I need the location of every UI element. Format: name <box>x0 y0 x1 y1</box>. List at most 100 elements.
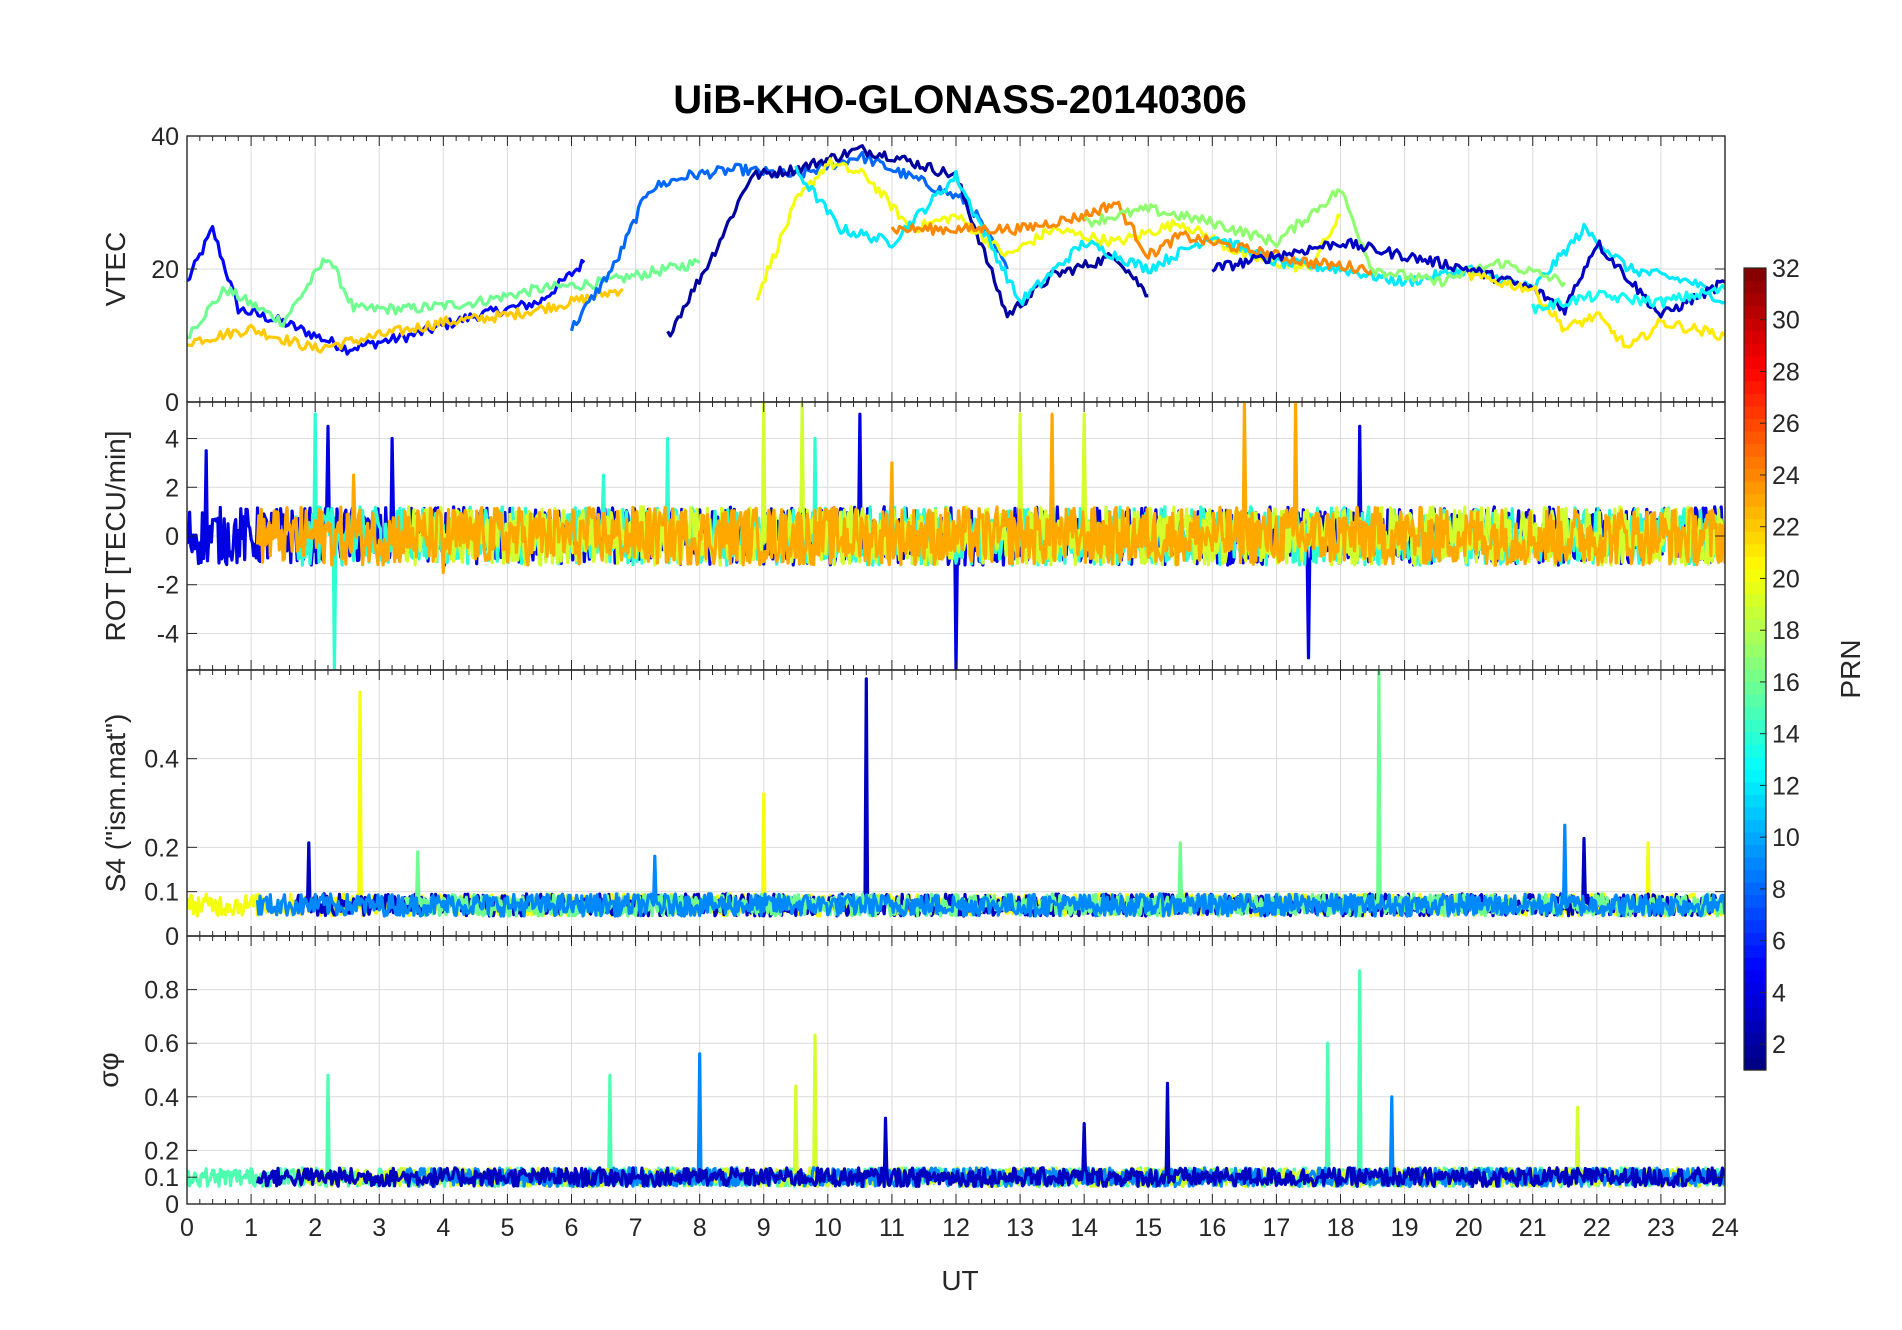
y-tick-label: 0.6 <box>144 1030 179 1058</box>
colorbar-segment <box>1744 694 1766 708</box>
series-prn-13 <box>1531 283 1725 315</box>
x-tick-label: 18 <box>1327 1214 1355 1242</box>
colorbar-tick-label: 4 <box>1772 979 1786 1007</box>
x-tick-label: 10 <box>814 1214 842 1242</box>
colorbar-segment <box>1744 455 1766 470</box>
colorbar-tick-label: 24 <box>1772 462 1800 490</box>
series-group <box>187 969 1725 1189</box>
colorbar-segment <box>1744 568 1766 582</box>
colorbar-tick-label: 10 <box>1772 824 1800 852</box>
series-prn-22 <box>187 287 624 354</box>
colorbar-segment <box>1744 418 1766 432</box>
colorbar-segment <box>1744 355 1766 369</box>
colorbar-segment <box>1744 844 1766 858</box>
x-tick-label: 9 <box>757 1214 771 1242</box>
colorbar-segment <box>1744 769 1766 783</box>
series-prn-24 <box>890 200 1374 276</box>
colorbar-segment <box>1744 781 1766 795</box>
colorbar-segment <box>1744 593 1766 607</box>
colorbar-segment <box>1744 756 1766 770</box>
series-prn-17 <box>1084 188 1567 288</box>
series-prn-20 <box>755 157 1341 301</box>
y-tick-label: 0 <box>165 389 179 417</box>
colorbar-tick-label: 8 <box>1772 876 1786 904</box>
y-axis-label: ROT [TECU/min] <box>100 430 131 641</box>
colorbar-tick-label: 32 <box>1772 255 1800 283</box>
y-tick-label: -2 <box>157 572 179 600</box>
x-tick-label: 8 <box>693 1214 707 1242</box>
colorbar-segment <box>1744 944 1766 958</box>
colorbar-segment <box>1744 393 1766 407</box>
colorbar-segment <box>1744 819 1766 833</box>
x-tick-label: 19 <box>1391 1214 1419 1242</box>
x-tick-label: 3 <box>372 1214 386 1242</box>
colorbar-segment <box>1744 405 1766 419</box>
panel-4: 00.10.2 0.4 0.6 0.8 σφ <box>93 935 1726 1219</box>
colorbar-segment <box>1744 481 1766 495</box>
series-prn-3 <box>1211 237 1725 319</box>
colorbar-segment <box>1744 518 1766 532</box>
colorbar-segment <box>1744 606 1766 620</box>
y-tick-label: 0.2 <box>144 834 179 862</box>
x-tick-label: 12 <box>942 1214 970 1242</box>
series-prn-5 <box>187 225 586 356</box>
colorbar-segment <box>1744 618 1766 633</box>
colorbar-segment <box>1744 719 1766 733</box>
colorbar-segment <box>1744 581 1766 595</box>
x-tick-label: 1 <box>244 1214 258 1242</box>
colorbar-segment <box>1744 280 1766 294</box>
colorbar-label: PRN <box>1835 639 1866 698</box>
colorbar-segment <box>1744 643 1766 658</box>
colorbar-segment <box>1744 1032 1766 1046</box>
x-tick-label: 11 <box>879 1214 905 1242</box>
series-prn-3 <box>255 1081 1725 1189</box>
panel-2: -4 -2 0 2 4 ROT [TECU/min] <box>100 401 1726 671</box>
chart-title: UiB-KHO-GLONASS-20140306 <box>673 78 1247 122</box>
series-group <box>187 670 1725 918</box>
x-tick-label: 23 <box>1647 1214 1675 1242</box>
colorbar-segment <box>1744 1044 1766 1059</box>
colorbar-segment <box>1744 1057 1766 1071</box>
colorbar-segment <box>1744 882 1766 896</box>
colorbar-segment <box>1744 856 1766 871</box>
colorbar-segment <box>1744 994 1766 1008</box>
colorbar-segment <box>1744 894 1766 908</box>
colorbar-tick-label: 12 <box>1772 772 1800 800</box>
colorbar-tick-label: 14 <box>1772 721 1800 749</box>
colorbar-segment <box>1744 869 1766 883</box>
colorbar-segment <box>1744 343 1766 357</box>
x-tick-label: 24 <box>1711 1214 1739 1242</box>
series-prn-21 <box>1467 271 1725 349</box>
series-group <box>187 144 1725 356</box>
colorbar-tick-label: 18 <box>1772 617 1800 645</box>
colorbar-segment <box>1744 656 1766 670</box>
colorbar-segment <box>1744 969 1766 983</box>
colorbar-segment <box>1744 957 1766 971</box>
y-axis-label: S4 ("ism.mat") <box>100 714 131 893</box>
colorbar-segment <box>1744 731 1766 745</box>
x-axis-label: UT <box>941 1265 978 1296</box>
colorbar-tick-label: 6 <box>1772 928 1786 956</box>
y-tick-label: 0.2 <box>144 1137 179 1165</box>
x-tick-label: 17 <box>1263 1214 1291 1242</box>
colorbar-segment <box>1744 919 1766 933</box>
y-axis-label: VTEC <box>100 232 131 307</box>
colorbar-segment <box>1744 907 1766 921</box>
series-group <box>187 402 1725 670</box>
x-tick-label: 2 <box>308 1214 322 1242</box>
colorbar-segment <box>1744 268 1766 282</box>
x-tick-label: 6 <box>565 1214 579 1242</box>
x-tick-label: 13 <box>1006 1214 1034 1242</box>
colorbar-segment <box>1744 831 1766 846</box>
colorbar-frame <box>1743 267 1767 1071</box>
colorbar-segment <box>1744 806 1766 820</box>
y-tick-label: 4 <box>165 426 179 454</box>
colorbar-segment <box>1744 681 1766 695</box>
y-tick-label: 0.8 <box>144 977 179 1005</box>
x-tick-label: 22 <box>1583 1214 1611 1242</box>
colorbar-tick-label: 22 <box>1772 514 1800 542</box>
colorbar-segment <box>1744 368 1766 382</box>
colorbar-tick-label: 2 <box>1772 1031 1786 1059</box>
colorbar-segment <box>1744 493 1766 507</box>
